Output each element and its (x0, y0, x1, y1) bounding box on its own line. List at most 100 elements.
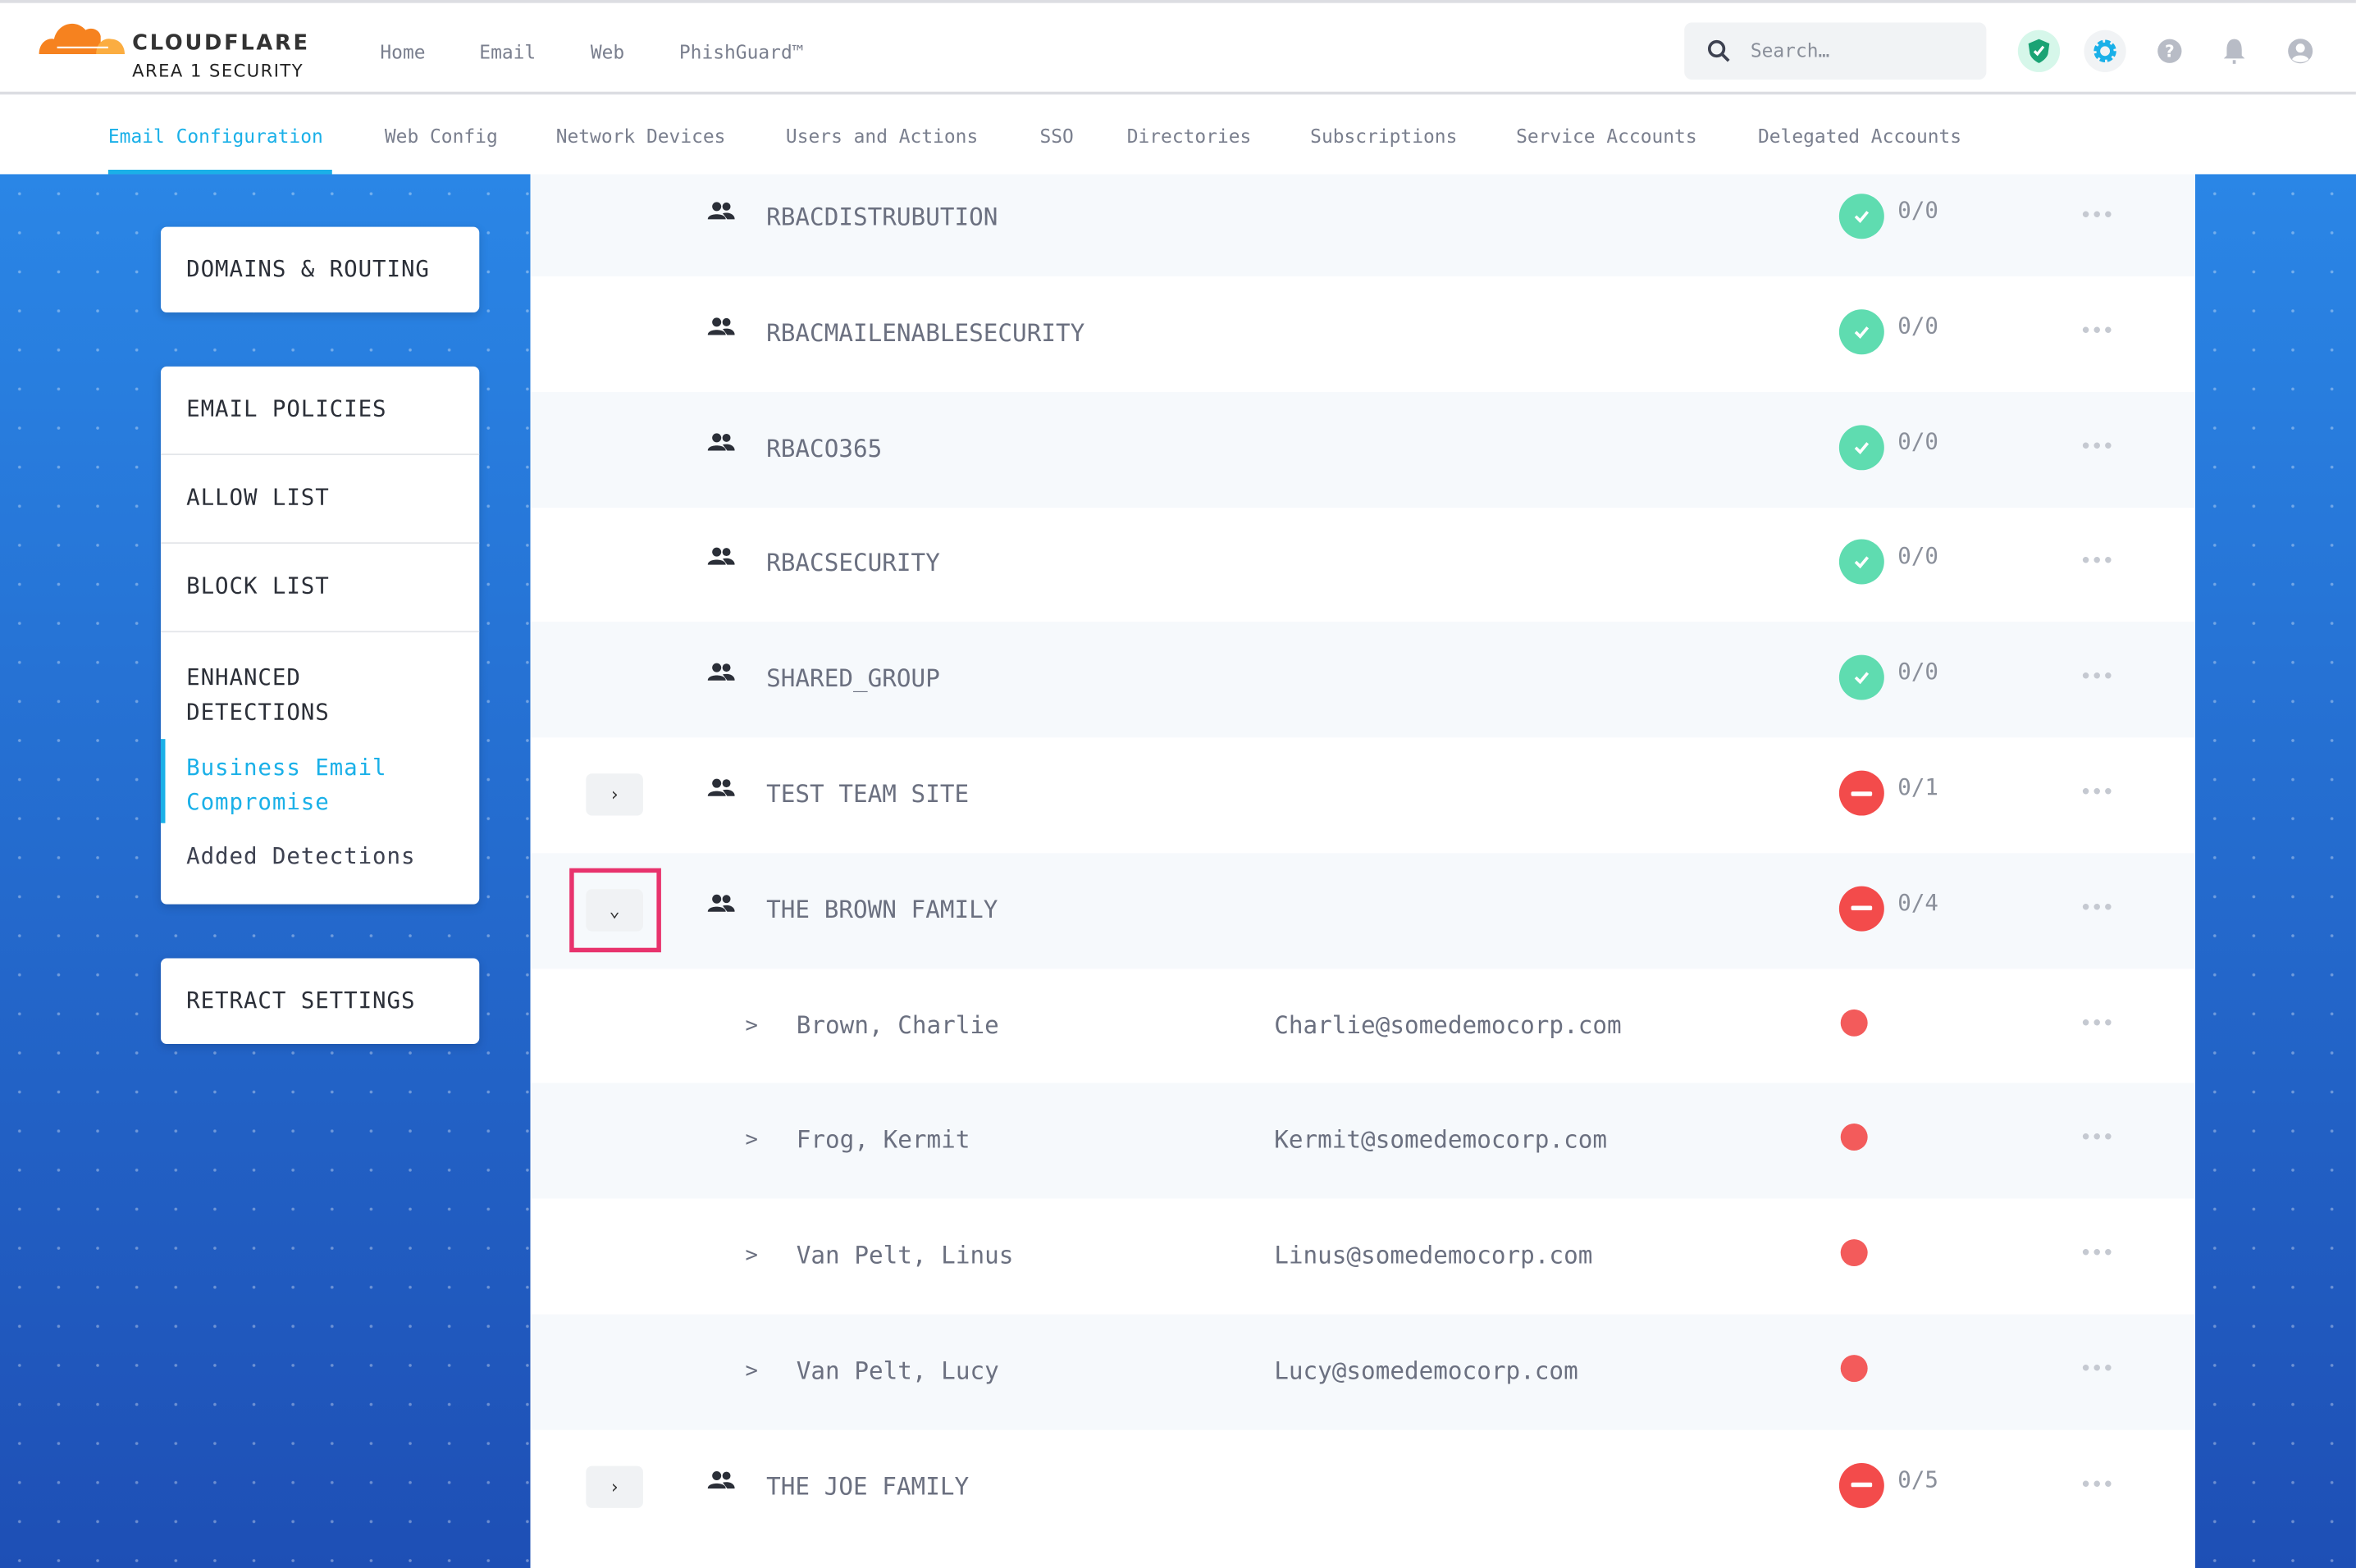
chevron-right-icon[interactable]: > (745, 1013, 758, 1037)
top-header: CLOUDFLARE AREA 1 SECURITY Home Email We… (0, 0, 2356, 95)
tab-delegated-accounts[interactable]: Delegated Accounts (1757, 125, 1962, 148)
more-options-icon[interactable]: ••• (2079, 435, 2115, 459)
member-row[interactable]: > Van Pelt, Linus Linus@somedemocorp.com ••… (531, 1199, 2195, 1315)
member-name: Van Pelt, Linus (796, 1241, 1014, 1270)
member-row[interactable]: > Brown, Charlie Charlie@somedemocorp.com •… (531, 969, 2195, 1084)
group-row[interactable]: SHARED_GROUP 0/0 ••• (530, 622, 2195, 738)
tab-network-devices[interactable]: Network Devices (555, 125, 726, 148)
nav-web[interactable]: Web (590, 40, 625, 63)
member-email: Charlie@somedemocorp.com (1274, 1010, 1622, 1039)
group-icon (707, 546, 735, 575)
status-error-dot (1840, 1124, 1868, 1151)
status-ok-icon (1838, 654, 1884, 700)
group-row[interactable]: RBACO365 0/0 ••• (530, 391, 2195, 508)
more-options-icon[interactable]: ••• (2079, 204, 2115, 229)
member-count: 0/5 (1897, 1465, 1938, 1493)
more-options-icon[interactable]: ••• (2079, 1127, 2115, 1151)
tab-email-configuration[interactable]: Email Configuration (107, 125, 323, 148)
status-error-dot (1840, 1239, 1868, 1267)
status-error-dot (1840, 1355, 1868, 1383)
more-options-icon[interactable]: ••• (2079, 1242, 2115, 1267)
tab-subscriptions[interactable]: Subscriptions (1310, 125, 1458, 148)
member-email: Kermit@somedemocorp.com (1274, 1125, 1608, 1155)
cloudflare-logo (39, 23, 126, 54)
group-row[interactable]: ⌄ THE BROWN FAMILY 0/4 ••• (530, 852, 2195, 969)
user-icon[interactable] (2280, 30, 2322, 72)
more-options-icon[interactable]: ••• (2079, 665, 2115, 691)
search-input[interactable]: Search… (1684, 22, 1987, 80)
more-options-icon[interactable]: ••• (2079, 1011, 2115, 1037)
member-count: 0/0 (1897, 312, 1938, 340)
svg-text:?: ? (2165, 42, 2175, 62)
member-row[interactable]: > Frog, Kermit Kermit@somedemocorp.com ••• (530, 1083, 2195, 1200)
divider (160, 542, 480, 545)
shield-check-icon[interactable] (2017, 30, 2061, 72)
search-placeholder: Search… (1750, 39, 1830, 62)
group-row[interactable]: RBACSECURITY 0/0 ••• (531, 507, 2195, 622)
group-row[interactable]: › THE JOE FAMILY 0/5 ••• (531, 1429, 2195, 1545)
more-options-icon[interactable]: ••• (2079, 896, 2115, 921)
nav-email[interactable]: Email (479, 40, 536, 63)
group-name: SHARED_GROUP (766, 663, 940, 693)
group-name: RBACDISTRUBUTION (766, 203, 998, 232)
more-options-icon[interactable]: ••• (2079, 1357, 2115, 1383)
chevron-right-icon[interactable]: > (745, 1359, 758, 1383)
status-ok-icon (1838, 540, 1884, 586)
tab-directories[interactable]: Directories (1126, 125, 1252, 148)
chevron-right-icon[interactable]: > (745, 1243, 758, 1269)
label-line: ENHANCED (186, 663, 301, 691)
sidebar-item-added-detections[interactable]: Added Detections (186, 842, 416, 870)
group-icon (707, 661, 735, 690)
expand-button[interactable]: › (586, 773, 643, 816)
tab-users-and-actions[interactable]: Users and Actions (785, 125, 979, 148)
member-count: 0/0 (1897, 658, 1938, 686)
sidebar-item-allow-list[interactable]: ALLOW LIST (186, 483, 330, 511)
sidebar-item-enhanced-detections[interactable]: ENHANCED DETECTIONS (186, 661, 330, 730)
bell-icon[interactable] (2213, 30, 2255, 72)
active-tab-indicator (107, 169, 332, 175)
divider (160, 454, 480, 455)
more-options-icon[interactable]: ••• (2079, 1473, 2115, 1497)
group-name: THE BROWN FAMILY (766, 895, 998, 924)
active-item-indicator (160, 739, 166, 823)
expand-button[interactable]: › (586, 1465, 643, 1508)
nav-phishguard[interactable]: PhishGuard™ (678, 40, 804, 63)
more-options-icon[interactable]: ••• (2079, 319, 2115, 344)
sidebar-retract-settings[interactable]: RETRACT SETTINGS (160, 958, 480, 1044)
group-icon (707, 315, 735, 344)
member-row[interactable]: > Van Pelt, Lucy Lucy@somedemocorp.com ••• (530, 1314, 2195, 1430)
group-row[interactable]: RBACDISTRUBUTION 0/0 ••• (530, 174, 2195, 277)
group-name: THE JOE FAMILY (766, 1471, 970, 1501)
group-icon (707, 200, 735, 229)
more-options-icon[interactable]: ••• (2079, 550, 2115, 575)
group-name: RBACMAILENABLESECURITY (766, 317, 1085, 347)
status-ok-icon (1838, 194, 1884, 239)
highlight-box (569, 868, 661, 953)
tab-sso[interactable]: SSO (1039, 125, 1074, 148)
group-icon (707, 431, 735, 459)
sidebar-item-block-list[interactable]: BLOCK LIST (186, 572, 330, 599)
more-options-icon[interactable]: ••• (2079, 781, 2115, 805)
tab-web-config[interactable]: Web Config (384, 125, 498, 148)
background-right (2194, 174, 2356, 1568)
member-name: Frog, Kermit (796, 1125, 970, 1155)
member-count: 0/1 (1897, 773, 1938, 801)
help-icon[interactable]: ? (2148, 30, 2190, 72)
divider (160, 631, 480, 633)
sidebar-item-email-policies[interactable]: EMAIL POLICIES (186, 394, 387, 422)
group-row[interactable]: RBACMAILENABLESECURITY 0/0 ••• (531, 276, 2195, 392)
collapse-button[interactable]: ⌄ (586, 888, 643, 932)
status-error-dot (1840, 1009, 1868, 1037)
sidebar-domains-routing[interactable]: DOMAINS & ROUTING (160, 226, 480, 312)
status-error-icon (1838, 1462, 1884, 1508)
group-icon (707, 892, 735, 921)
member-email: Linus@somedemocorp.com (1274, 1241, 1593, 1270)
label-line: Business Email (186, 754, 387, 782)
tab-service-accounts[interactable]: Service Accounts (1516, 125, 1697, 148)
sidebar-item-business-email-compromise[interactable]: Business Email Compromise (186, 751, 386, 820)
gear-icon[interactable] (2084, 30, 2126, 72)
group-row[interactable]: › TEST TEAM SITE 0/1 ••• (531, 737, 2195, 853)
chevron-right-icon[interactable]: > (745, 1128, 758, 1153)
nav-home[interactable]: Home (380, 40, 426, 63)
member-count: 0/0 (1897, 427, 1938, 455)
